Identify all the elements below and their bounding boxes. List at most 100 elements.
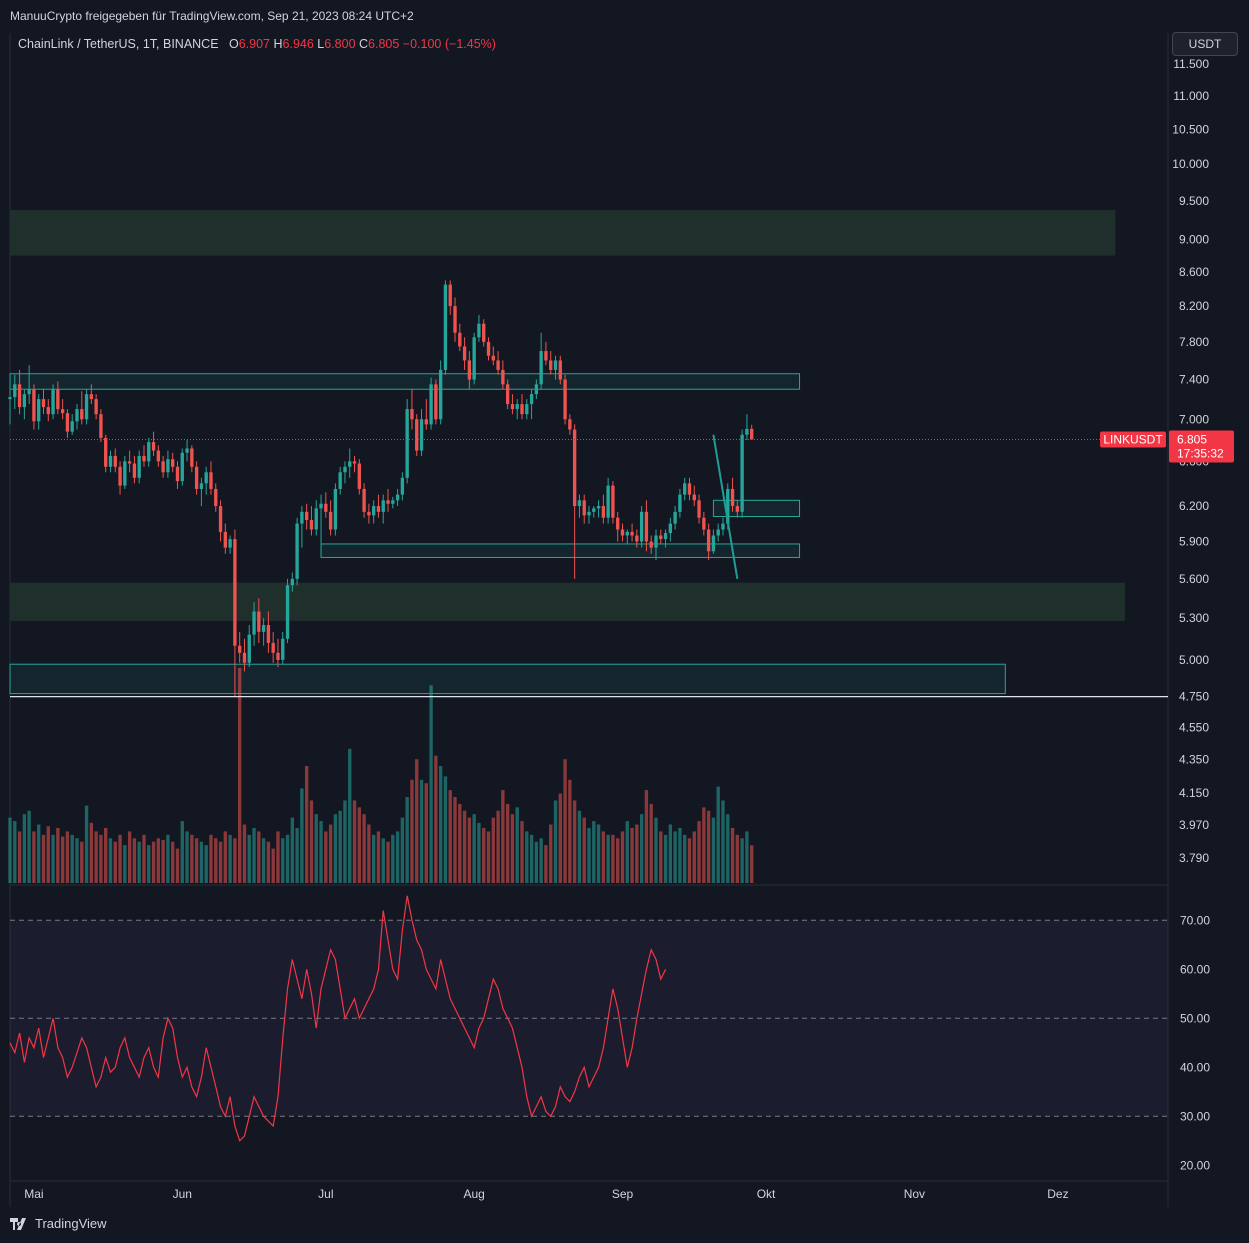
candle[interactable] — [582, 494, 586, 524]
candle[interactable] — [228, 535, 232, 554]
candle[interactable] — [266, 611, 271, 653]
candle[interactable] — [8, 389, 12, 425]
zone-outlined[interactable] — [712, 499, 801, 518]
candle[interactable] — [171, 452, 175, 473]
candle[interactable] — [362, 483, 366, 518]
candle[interactable] — [663, 529, 668, 548]
candle[interactable] — [539, 332, 543, 390]
candle[interactable] — [285, 578, 290, 643]
candle[interactable] — [596, 500, 601, 518]
candle[interactable] — [247, 625, 251, 668]
candle[interactable] — [706, 523, 711, 560]
candle[interactable] — [520, 394, 524, 420]
candle[interactable] — [199, 477, 204, 507]
candle[interactable] — [448, 280, 452, 315]
candle[interactable] — [190, 445, 194, 473]
candle[interactable] — [333, 483, 338, 536]
candle[interactable] — [300, 506, 304, 548]
candle[interactable] — [419, 409, 424, 456]
candle[interactable] — [127, 450, 132, 473]
candle[interactable] — [214, 483, 218, 512]
candle[interactable] — [185, 439, 189, 462]
candle[interactable] — [123, 455, 127, 489]
candle[interactable] — [434, 379, 438, 425]
candle[interactable] — [204, 466, 208, 495]
zone-filled[interactable] — [10, 209, 1116, 256]
candle[interactable] — [104, 434, 108, 473]
candle[interactable] — [261, 618, 266, 646]
candle[interactable] — [242, 638, 247, 672]
candle[interactable] — [678, 488, 682, 518]
candle[interactable] — [472, 332, 476, 385]
zone-outlined[interactable] — [9, 663, 1006, 695]
candle[interactable] — [367, 503, 371, 524]
candle[interactable] — [343, 461, 347, 484]
candle[interactable] — [348, 448, 352, 478]
candle[interactable] — [60, 399, 65, 420]
candle[interactable] — [118, 461, 122, 495]
candle[interactable] — [70, 414, 74, 435]
candle[interactable] — [151, 431, 156, 456]
candle[interactable] — [99, 409, 103, 443]
candle[interactable] — [218, 500, 223, 542]
zone-filled[interactable] — [10, 582, 1125, 621]
candle[interactable] — [525, 399, 529, 420]
candle[interactable] — [438, 360, 443, 425]
candle[interactable] — [319, 494, 323, 557]
candle[interactable] — [740, 429, 744, 518]
candle[interactable] — [376, 494, 381, 518]
candle[interactable] — [257, 598, 261, 643]
candle[interactable] — [549, 351, 553, 375]
candle[interactable] — [27, 365, 31, 405]
candle[interactable] — [482, 319, 486, 347]
candle[interactable] — [166, 450, 170, 478]
candle[interactable] — [22, 389, 27, 420]
candle[interactable] — [13, 374, 17, 410]
candle[interactable] — [338, 466, 342, 495]
candle[interactable] — [577, 494, 582, 518]
candle[interactable] — [625, 529, 629, 544]
candle[interactable] — [209, 461, 213, 495]
candle[interactable] — [108, 450, 113, 473]
candle[interactable] — [735, 500, 740, 518]
candle[interactable] — [649, 535, 653, 554]
candle[interactable] — [161, 455, 165, 478]
candle[interactable] — [424, 399, 428, 430]
candle[interactable] — [616, 511, 620, 542]
candle[interactable] — [721, 517, 725, 536]
candle[interactable] — [572, 424, 577, 579]
candle[interactable] — [56, 381, 60, 415]
candle[interactable] — [137, 450, 141, 484]
candle[interactable] — [611, 481, 615, 524]
candle[interactable] — [290, 572, 294, 592]
candle[interactable] — [113, 448, 117, 473]
candle[interactable] — [501, 360, 505, 390]
candle[interactable] — [606, 477, 610, 524]
candle[interactable] — [462, 337, 467, 370]
candle[interactable] — [271, 631, 275, 663]
zone-outlined[interactable] — [9, 373, 801, 390]
candle[interactable] — [477, 314, 481, 342]
candle[interactable] — [194, 461, 199, 495]
candle[interactable] — [601, 494, 606, 524]
candle[interactable] — [639, 506, 644, 548]
candle[interactable] — [84, 389, 89, 425]
candle[interactable] — [558, 355, 562, 385]
candle[interactable] — [41, 389, 46, 415]
candle[interactable] — [94, 394, 98, 420]
candle[interactable] — [587, 506, 591, 524]
candle[interactable] — [305, 503, 309, 530]
candle[interactable] — [544, 341, 548, 366]
candle[interactable] — [410, 389, 414, 430]
candle[interactable] — [668, 517, 673, 542]
candle[interactable] — [147, 437, 151, 467]
candle[interactable] — [180, 448, 184, 486]
candle[interactable] — [692, 485, 696, 507]
candle[interactable] — [352, 455, 357, 473]
candle[interactable] — [730, 477, 735, 512]
candle[interactable] — [309, 506, 314, 536]
candle[interactable] — [32, 384, 36, 430]
candle[interactable] — [156, 445, 161, 467]
projection-line[interactable] — [712, 434, 739, 580]
